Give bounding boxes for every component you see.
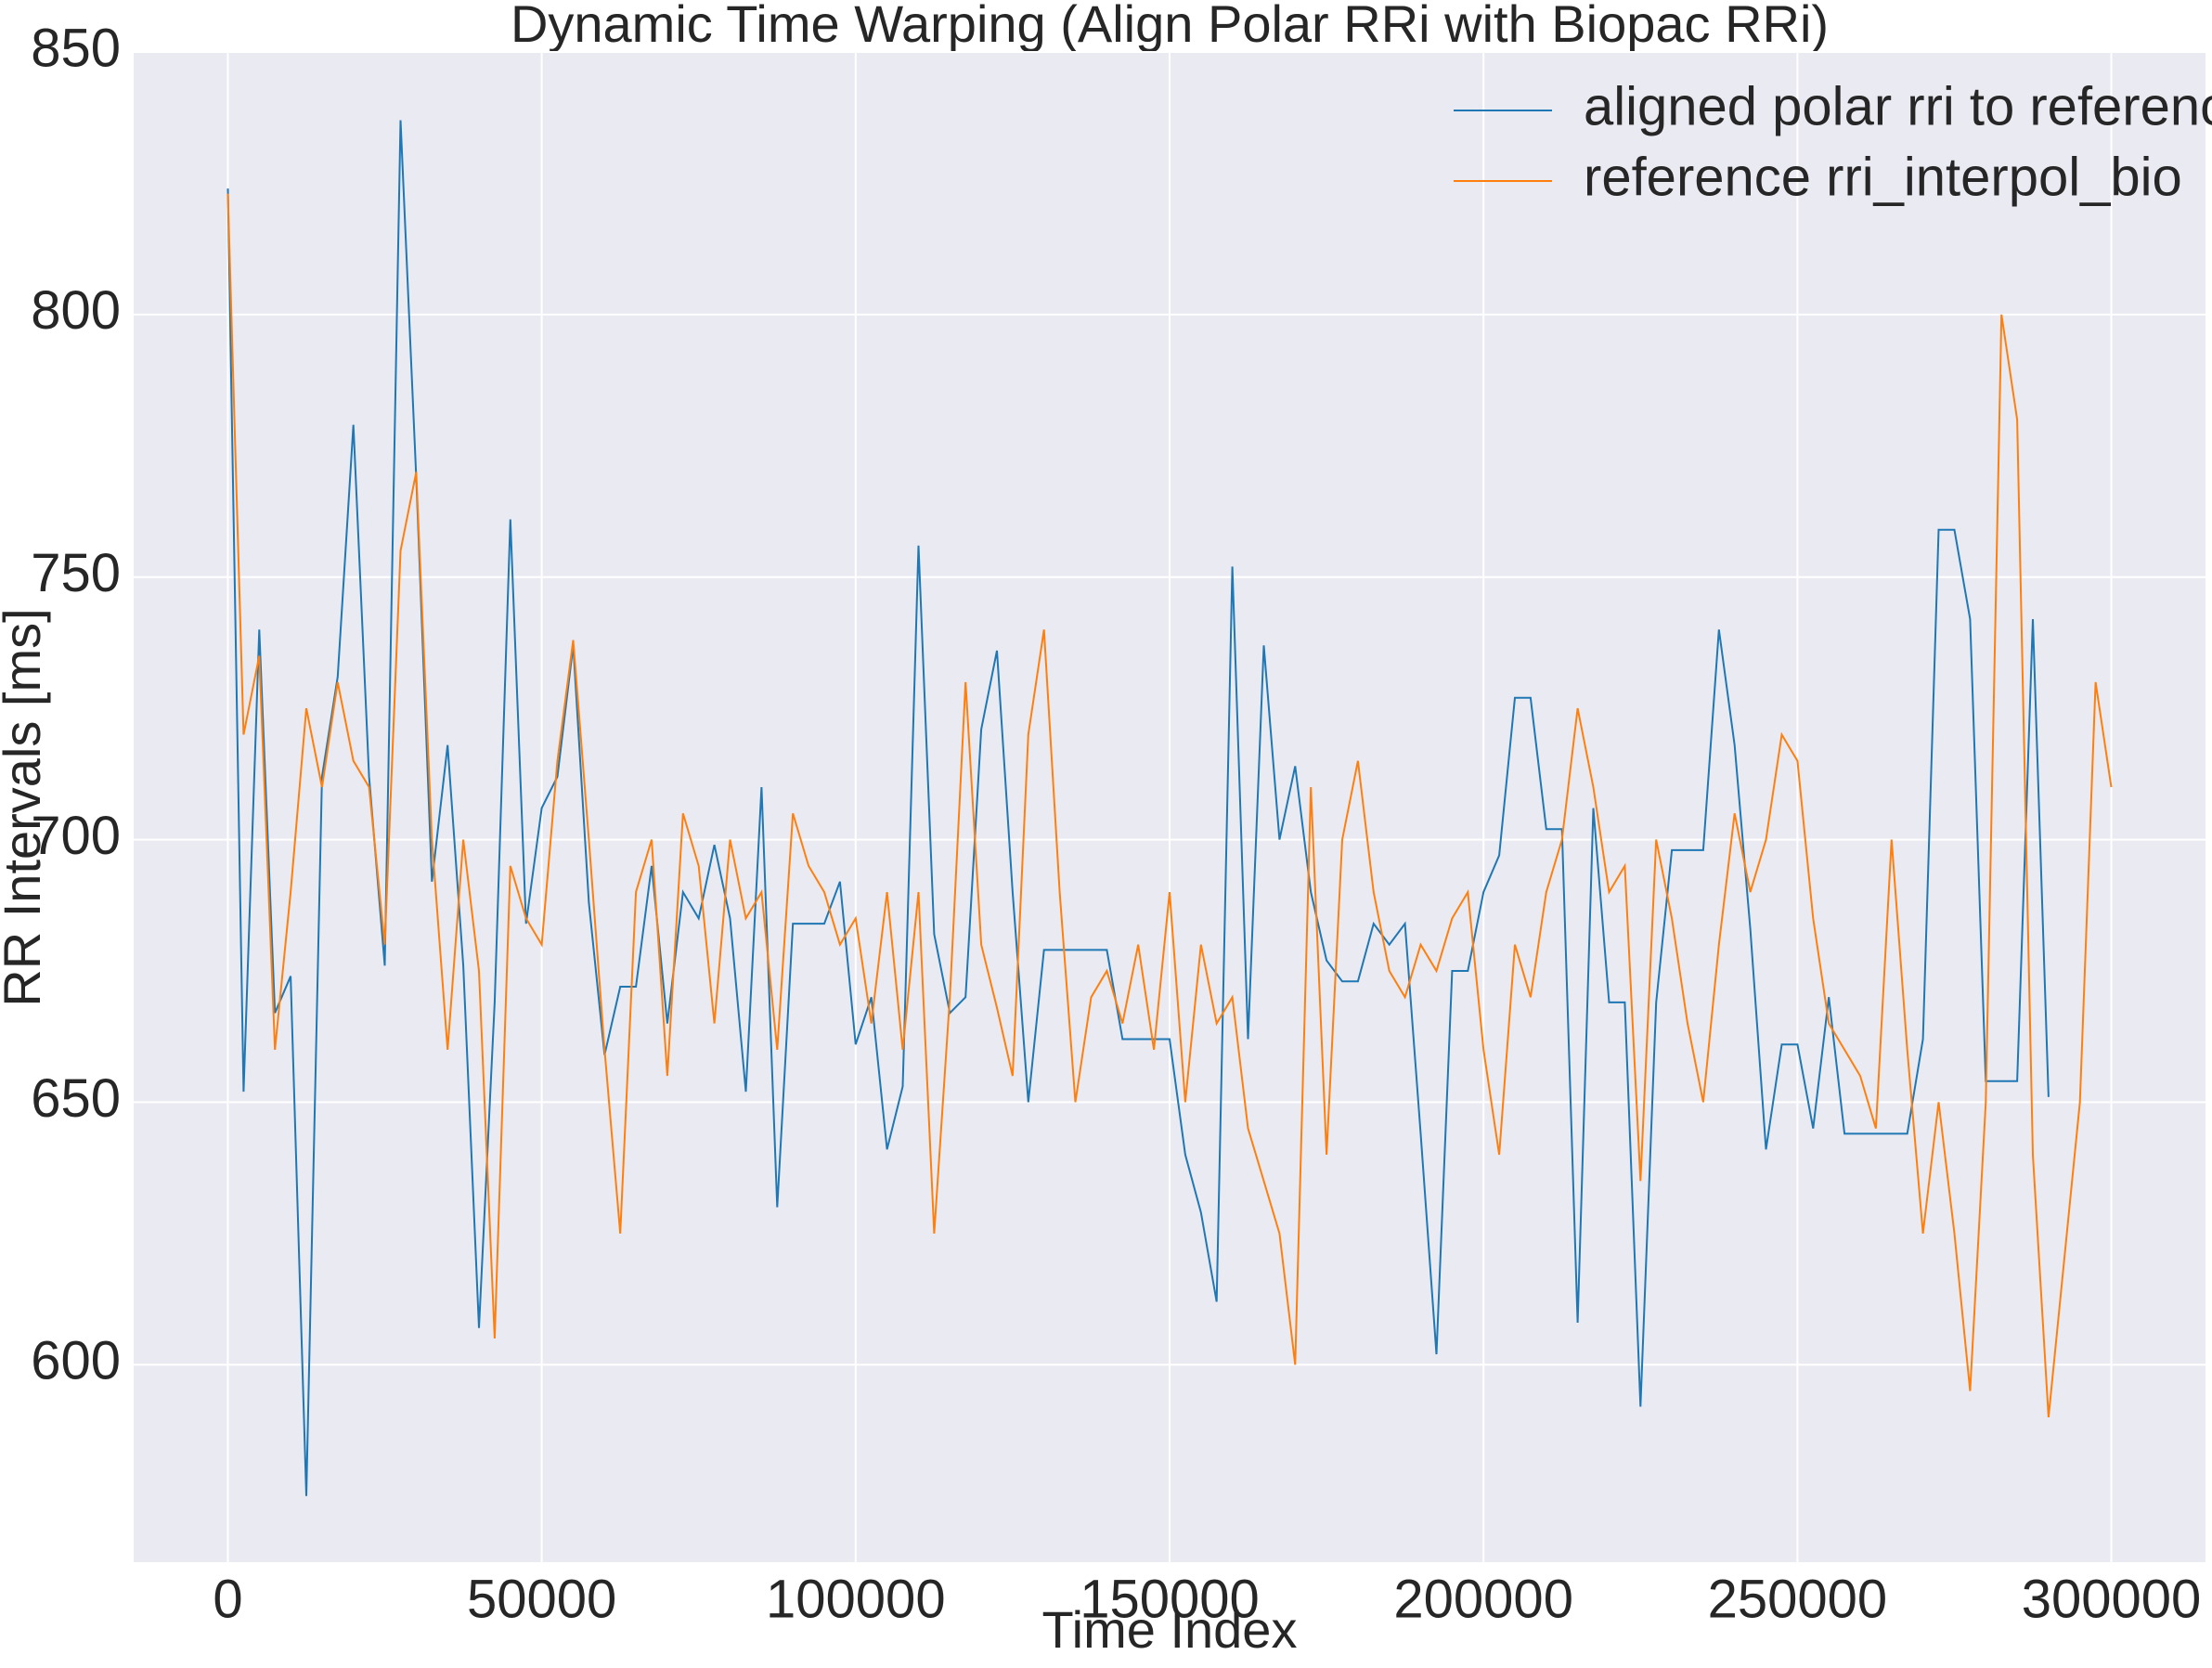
legend-label: aligned polar rri to reference — [1584, 76, 2212, 136]
x-tick-label: 250000 — [1708, 1569, 1888, 1629]
y-tick-label: 600 — [31, 1331, 121, 1391]
legend-label: reference rri_interpol_bio — [1584, 147, 2182, 207]
x-tick-label: 0 — [213, 1569, 242, 1629]
data-line — [226, 193, 2113, 1417]
y-tick-label: 700 — [31, 806, 121, 866]
x-tick-label: 50000 — [467, 1569, 616, 1629]
chart-title: Dynamic Time Warping (Align Polar RRi wi… — [511, 0, 1829, 53]
x-axis-label: Time Index — [1042, 1600, 1298, 1659]
x-tick-label: 200000 — [1393, 1569, 1573, 1629]
y-tick-label: 750 — [31, 543, 121, 603]
y-tick-label: 850 — [31, 18, 121, 78]
y-tick-label: 650 — [31, 1068, 121, 1129]
x-tick-label: 300000 — [2022, 1569, 2202, 1629]
x-tick-label: 150000 — [1080, 1569, 1260, 1629]
x-tick-label: 100000 — [766, 1569, 946, 1629]
y-tick-label: 800 — [31, 280, 121, 341]
y-axis-label: RR Intervals [ms] — [0, 608, 51, 1006]
